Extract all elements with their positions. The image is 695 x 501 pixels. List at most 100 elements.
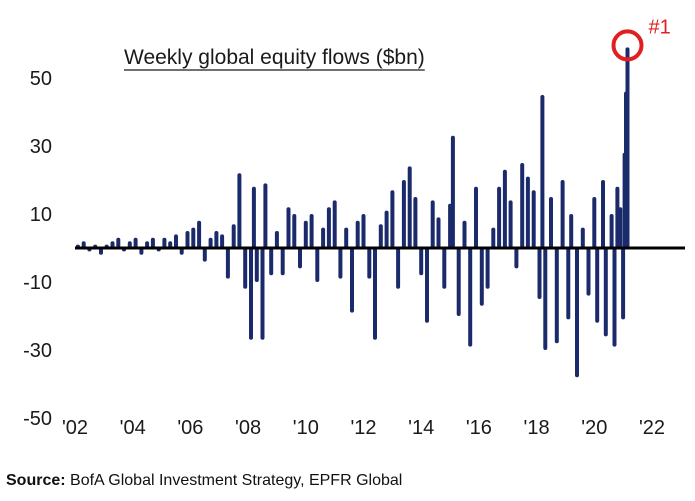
bar: [520, 163, 525, 248]
bar: [355, 220, 360, 248]
bar: [396, 248, 401, 289]
x-tick-label: '08: [235, 417, 261, 439]
bar: [491, 227, 496, 248]
chart-title: Weekly global equity flows ($bn): [124, 46, 425, 69]
bar: [525, 176, 530, 248]
bar: [554, 248, 559, 344]
x-tick-label: '18: [524, 417, 550, 439]
bar: [303, 220, 308, 248]
bar: [145, 241, 150, 248]
bar: [566, 248, 571, 320]
bars-group: [75, 47, 630, 378]
bar: [549, 197, 553, 248]
bar: [269, 248, 274, 276]
bar: [309, 214, 314, 248]
bar: [401, 180, 406, 248]
bar: [595, 248, 600, 323]
bar: [191, 227, 196, 248]
bar: [208, 237, 213, 248]
bar: [220, 234, 225, 248]
bar: [260, 248, 265, 340]
bar: [474, 186, 478, 248]
bar: [350, 248, 354, 313]
bar: [560, 180, 565, 248]
bar: [540, 95, 545, 248]
bar: [116, 237, 121, 248]
bar: [425, 248, 429, 323]
bar: [612, 248, 617, 347]
bar: [225, 248, 230, 279]
bar: [514, 248, 519, 269]
bar: [286, 207, 291, 248]
x-tick-label: '12: [350, 417, 376, 439]
bar: [413, 197, 418, 248]
bar: [231, 224, 236, 248]
bar: [249, 248, 253, 340]
bar: [508, 200, 513, 248]
record-annotation: #1: [649, 16, 671, 38]
y-tick-labels: 50 30 10 -10 -30 -50: [23, 68, 52, 430]
bar: [332, 200, 337, 248]
bar: [344, 227, 349, 248]
bar: [468, 248, 473, 347]
bar: [110, 241, 115, 248]
bar: [298, 248, 302, 269]
bar: [430, 200, 435, 248]
x-tick-label: '16: [466, 417, 492, 439]
bar: [390, 190, 395, 248]
bar: [601, 180, 605, 248]
bar: [436, 217, 441, 248]
x-tick-label: '10: [293, 417, 319, 439]
bar: [99, 248, 103, 255]
bar: [197, 220, 202, 248]
y-tick-label: -10: [23, 272, 52, 294]
y-tick-label: 30: [30, 136, 52, 158]
bar: [321, 227, 326, 248]
bar: [586, 248, 591, 296]
bar: [479, 248, 484, 306]
x-tick-label: '02: [62, 417, 88, 439]
bar: [407, 166, 412, 248]
bar: [168, 241, 173, 248]
bar: [580, 227, 585, 248]
bar: [133, 237, 138, 248]
bar: [315, 248, 320, 282]
bar: [450, 135, 455, 248]
source-note: Source: BofA Global Investment Strategy,…: [6, 472, 402, 490]
bar: [575, 248, 579, 378]
bar: [162, 237, 167, 248]
bar: [618, 207, 623, 248]
bar: [497, 186, 502, 248]
bar: [625, 47, 630, 249]
x-tick-label: '06: [177, 417, 203, 439]
bar: [254, 248, 259, 282]
x-tick-label: '20: [581, 417, 607, 439]
y-tick-label: -30: [23, 340, 52, 362]
record-highlight-circle: [611, 29, 644, 62]
bar: [150, 237, 155, 248]
bar: [537, 248, 542, 299]
bar: [174, 234, 178, 248]
bar: [81, 241, 86, 248]
bar: [485, 248, 490, 289]
bar: [373, 248, 377, 340]
bar: [569, 214, 574, 248]
source-text: BofA Global Investment Strategy, EPFR Gl…: [65, 472, 403, 489]
bar: [543, 248, 548, 350]
y-tick-label: 10: [30, 204, 52, 226]
y-tick-label: 50: [30, 68, 52, 90]
bar: [274, 231, 279, 248]
bar: [621, 248, 626, 320]
source-label: Source:: [6, 472, 66, 489]
y-tick-label: -50: [23, 408, 52, 430]
bar: [263, 183, 268, 248]
bar: [251, 186, 256, 248]
bar: [419, 248, 424, 276]
bar: [592, 197, 597, 248]
x-tick-label: '04: [120, 417, 146, 439]
bar: [502, 169, 507, 248]
bar: [202, 248, 207, 262]
bar: [127, 241, 132, 248]
x-tick-labels: '02 '04 '06 '08 '10 '12 '14 '16 '18 '20 '22: [62, 417, 665, 439]
